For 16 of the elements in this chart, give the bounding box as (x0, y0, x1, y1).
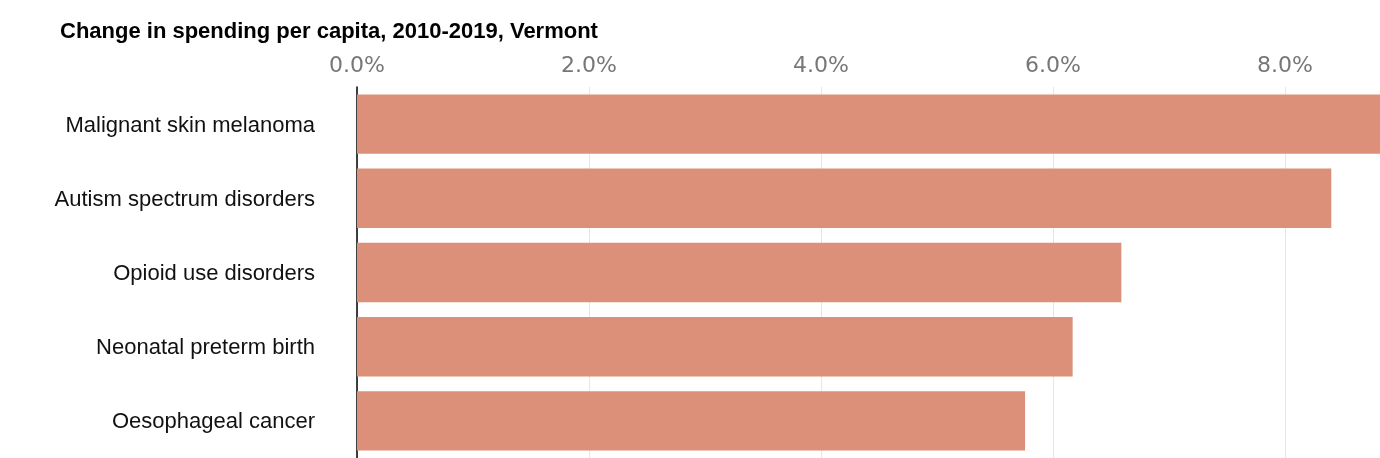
x-tick-label: 2.0% (561, 51, 617, 77)
bar (357, 168, 1332, 228)
y-tick-label: Autism spectrum disorders (54, 185, 315, 211)
x-tick-label: 8.0% (1256, 51, 1313, 77)
x-tick-label: 0.0% (329, 51, 385, 77)
x-tick-label: 4.0% (792, 51, 849, 77)
bar (357, 94, 1380, 154)
y-tick-label: Oesophageal cancer (111, 408, 315, 434)
y-tick-label: Neonatal preterm birth (96, 334, 315, 360)
bar (357, 391, 1026, 451)
y-tick-label: Malignant skin melanoma (65, 111, 316, 137)
x-tick-label: 6.0% (1024, 51, 1081, 77)
bar (357, 317, 1073, 377)
bar (357, 242, 1122, 303)
chart-title: Change in spending per capita, 2010-2019, Vermont (60, 17, 599, 43)
y-tick-label: Opioid use disorders (113, 260, 315, 285)
